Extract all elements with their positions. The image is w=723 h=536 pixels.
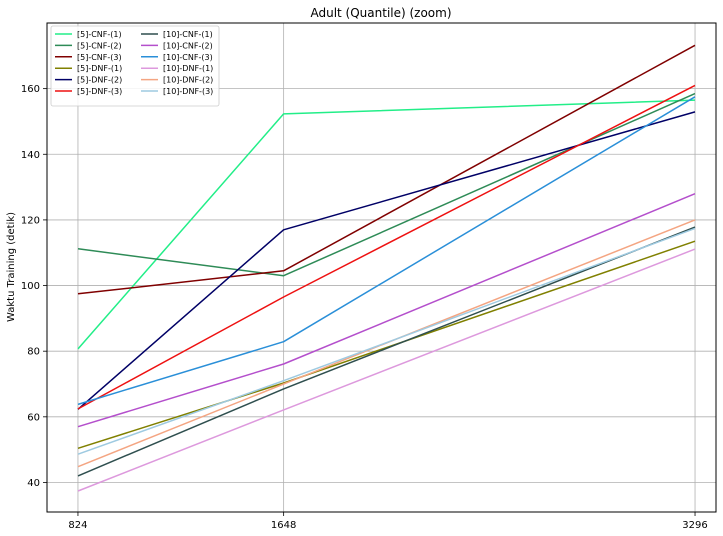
legend-label: [10]-DNF-(2) <box>163 76 213 85</box>
y-tick-label: 80 <box>27 347 40 358</box>
series-line-5 <box>77 111 696 410</box>
y-tick-label: 140 <box>21 150 40 161</box>
chart-title: Adult (Quantile) (zoom) <box>310 6 451 20</box>
series-line-6 <box>77 84 696 410</box>
series-line-8 <box>77 193 696 428</box>
x-tick-label: 1648 <box>271 520 296 531</box>
legend-label: [10]-CNF-(1) <box>163 30 213 39</box>
y-tick-label: 160 <box>21 84 40 95</box>
y-tick-label: 60 <box>27 412 40 423</box>
legend-label: [5]-DNF-(2) <box>77 76 122 85</box>
series-line-1 <box>77 99 696 350</box>
x-tick-label: 3296 <box>682 520 707 531</box>
legend-label: [5]-CNF-(1) <box>77 30 122 39</box>
legend-label: [10]-CNF-(2) <box>163 41 213 50</box>
x-tick-label: 824 <box>68 520 87 531</box>
series-line-4 <box>77 240 696 450</box>
y-tick-label: 100 <box>21 281 40 292</box>
series-lines <box>77 44 696 492</box>
series-line-12 <box>77 227 696 455</box>
plot-frame <box>46 22 717 513</box>
series-line-7 <box>77 226 696 477</box>
legend-label: [10]-DNF-(1) <box>163 64 213 73</box>
legend-box <box>50 25 220 107</box>
series-line-9 <box>77 96 696 406</box>
series-line-11 <box>77 219 696 468</box>
legend-label: [5]-CNF-(3) <box>77 53 122 62</box>
y-axis-label: Waktu Training (detik) <box>6 212 17 322</box>
legend-label: [10]-CNF-(3) <box>163 53 213 62</box>
legend-label: [5]-DNF-(3) <box>77 87 122 96</box>
y-tick-label: 120 <box>21 215 40 226</box>
series-line-3 <box>77 44 696 295</box>
legend-label: [10]-DNF-(3) <box>163 87 213 96</box>
x-axis: 824 1648 3296 <box>68 512 708 531</box>
legend-label: [5]-CNF-(2) <box>77 41 122 50</box>
y-tick-label: 40 <box>27 478 40 489</box>
legend: [5]-CNF-(1) [5]-CNF-(2) [5]-CNF-(3) [5]-DNF… <box>50 25 220 107</box>
legend-label: [5]-DNF-(1) <box>77 64 122 73</box>
series-line-10 <box>77 248 696 492</box>
y-axis: 40 60 80 100 120 140 160 <box>21 84 47 489</box>
series-line-2 <box>77 92 696 277</box>
